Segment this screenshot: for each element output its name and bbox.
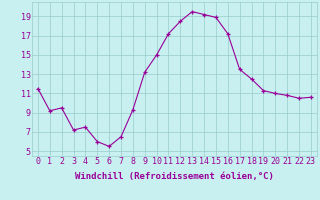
X-axis label: Windchill (Refroidissement éolien,°C): Windchill (Refroidissement éolien,°C) xyxy=(75,172,274,181)
